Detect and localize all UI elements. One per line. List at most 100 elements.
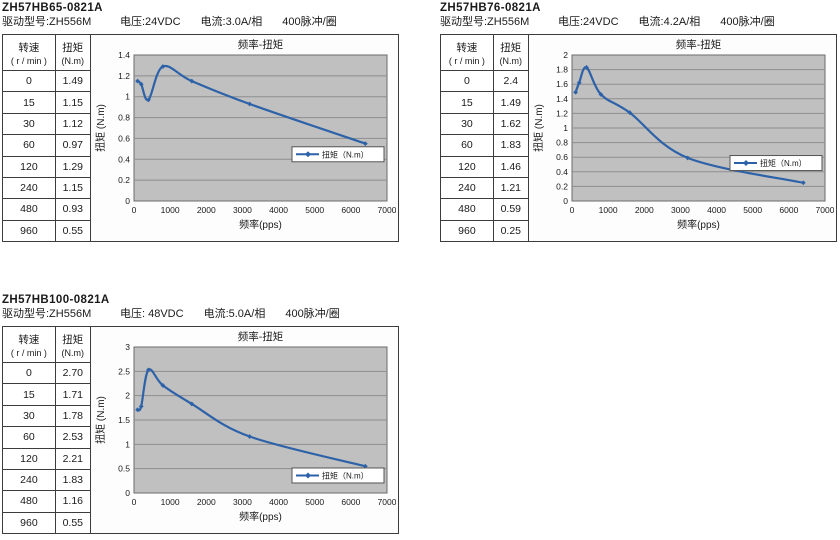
- table-row: 15 1.49: [440, 91, 529, 114]
- legend-box: [291, 146, 385, 163]
- speed-value: 480: [2, 490, 56, 513]
- x-tick-label: 5000: [305, 205, 324, 215]
- table-row: 120 2.21: [2, 447, 91, 470]
- table-row: 960 0.55: [2, 219, 91, 243]
- torque-value: 1.12: [54, 112, 91, 136]
- speed-value: 960: [2, 219, 56, 243]
- plot-area: [133, 54, 388, 202]
- torque-value: 1.16: [54, 490, 91, 513]
- speed-value: 240: [440, 176, 494, 200]
- torque-value: 0.25: [492, 219, 529, 243]
- motor-model-code: ZH57HB100-0821A: [2, 294, 110, 306]
- y-tick-label: 1.8: [556, 65, 568, 75]
- table-row: 30 1.78: [2, 404, 91, 428]
- data-point-marker: [576, 80, 582, 86]
- current-spec: 电流:3.0A/相: [200, 16, 263, 28]
- table-row: 30 1.62: [440, 112, 529, 136]
- speed-value: 60: [2, 426, 56, 449]
- x-axis-title: 频率(pps): [239, 218, 282, 231]
- data-point-marker: [145, 367, 151, 373]
- y-axis-title: 扭矩 (N.m): [94, 104, 107, 152]
- table-row: 15 1.71: [2, 383, 91, 406]
- x-tick-label: 1000: [598, 205, 617, 215]
- frequency-torque-chart: 频率-扭矩 0 0.2 0.4 0.6 0.8 1 1.2 1.4 0 1000 2000 3000 40…: [94, 38, 396, 231]
- data-point-marker: [189, 78, 195, 84]
- data-point-marker: [247, 101, 252, 107]
- speed-column-header: 转速 ( r / min ): [2, 326, 56, 363]
- speed-value: 480: [2, 198, 56, 221]
- y-tick-label: 0.6: [556, 152, 568, 162]
- table-row: 60 1.83: [440, 134, 529, 157]
- y-tick-label: 2: [125, 391, 130, 401]
- motor-model-code: ZH57HB65-0821A: [2, 2, 103, 14]
- data-point-marker: [598, 92, 604, 97]
- speed-value: 240: [2, 176, 56, 200]
- speed-value: 960: [2, 511, 56, 535]
- panel-body: 转速 ( r / min ) 扭矩 (N.m) 0 2.4 15 1.49 30 1.62…: [440, 34, 837, 243]
- frequency-torque-chart: 频率-扭矩 0 0.2 0.4 0.6 0.8 1 1.2 1.4 1.6 1.8 2 0 1000 200…: [532, 38, 834, 231]
- frequency-torque-chart: 频率-扭矩 0 0.5 1 1.5 2 2.5 3 0 1000 2000 3000 4000 5000 6…: [94, 330, 396, 523]
- table-row: 15 1.15: [2, 91, 91, 114]
- chart-cell: 频率-扭矩 0 0.2 0.4 0.6 0.8 1 1.2 1.4 0 1000 2000 3000 40…: [90, 34, 399, 242]
- data-point-marker: [800, 180, 806, 186]
- torque-value: 1.78: [54, 404, 91, 428]
- current-spec: 电流:5.0A/相: [203, 308, 266, 320]
- speed-column-header: 转速 ( r / min ): [440, 34, 494, 71]
- x-tick-label: 7000: [815, 205, 833, 215]
- y-tick-label: 2.5: [118, 366, 130, 376]
- driver-model-label: 驱动型号:ZH556M: [2, 308, 92, 320]
- x-tick-label: 4000: [269, 205, 288, 215]
- y-tick-label: 0.5: [118, 464, 130, 474]
- y-tick-label: 2: [563, 50, 568, 60]
- y-tick-label: 1.2: [556, 108, 568, 118]
- x-tick-label: 0: [131, 205, 136, 215]
- y-tick-label: 0: [125, 488, 130, 498]
- y-tick-label: 0.4: [556, 167, 568, 177]
- speed-value: 0: [2, 361, 56, 385]
- chart-cell: 频率-扭矩 0 0.5 1 1.5 2 2.5 3 0 1000 2000 3000 4000 5000 6…: [90, 326, 399, 534]
- x-tick-label: 2000: [197, 205, 216, 215]
- table-row: 960 0.25: [440, 219, 529, 243]
- data-point-marker: [362, 141, 368, 147]
- torque-value: 0.55: [54, 511, 91, 535]
- x-tick-label: 3000: [233, 497, 252, 507]
- x-tick-label: 2000: [197, 497, 216, 507]
- torque-column-header: 扭矩 (N.m): [54, 326, 91, 363]
- data-point-marker: [160, 64, 166, 69]
- chart-title: 频率-扭矩: [238, 330, 284, 343]
- speed-value: 15: [2, 383, 56, 406]
- x-tick-label: 6000: [341, 205, 360, 215]
- data-point-marker: [583, 65, 589, 70]
- table-row: 240 1.83: [2, 468, 91, 492]
- table-row: 60 2.53: [2, 426, 91, 449]
- y-tick-label: 1: [125, 439, 130, 449]
- motor-spec-panel-zh57hb65: ZH57HB65-0821A 驱动型号:ZH556M 电压:24VDC 电流:3…: [2, 2, 399, 243]
- torque-value: 0.93: [54, 198, 91, 221]
- y-tick-label: 3: [125, 342, 130, 352]
- torque-value: 1.49: [54, 69, 91, 93]
- speed-value: 480: [440, 198, 494, 221]
- torque-value: 0.55: [54, 219, 91, 243]
- table-row: 240 1.21: [440, 176, 529, 200]
- speed-value: 30: [440, 112, 494, 136]
- speed-value: 15: [440, 91, 494, 114]
- legend-label: 扭矩（N.m）: [322, 470, 369, 480]
- x-tick-label: 1000: [160, 497, 179, 507]
- speed-value: 0: [440, 69, 494, 93]
- y-axis-title: 扭矩 (N.m): [94, 396, 107, 444]
- x-tick-label: 0: [131, 497, 136, 507]
- table-row: 30 1.12: [2, 112, 91, 136]
- speed-value: 30: [2, 112, 56, 136]
- x-tick-label: 7000: [377, 497, 395, 507]
- current-spec: 电流:4.2A/相: [638, 16, 701, 28]
- y-tick-label: 1: [125, 92, 130, 102]
- motor-model-code: ZH57HB76-0821A: [440, 2, 541, 14]
- y-tick-label: 0.4: [118, 154, 130, 164]
- legend-marker: [304, 151, 311, 158]
- x-axis-title: 频率(pps): [239, 510, 282, 523]
- x-tick-label: 4000: [269, 497, 288, 507]
- torque-value: 2.21: [54, 447, 91, 470]
- driver-spec-line: 驱动型号:ZH556M 电压:24VDC 电流:3.0A/相 400脉冲/圈: [2, 16, 399, 29]
- table-row: 120 1.46: [440, 155, 529, 178]
- torque-value: 1.29: [54, 155, 91, 178]
